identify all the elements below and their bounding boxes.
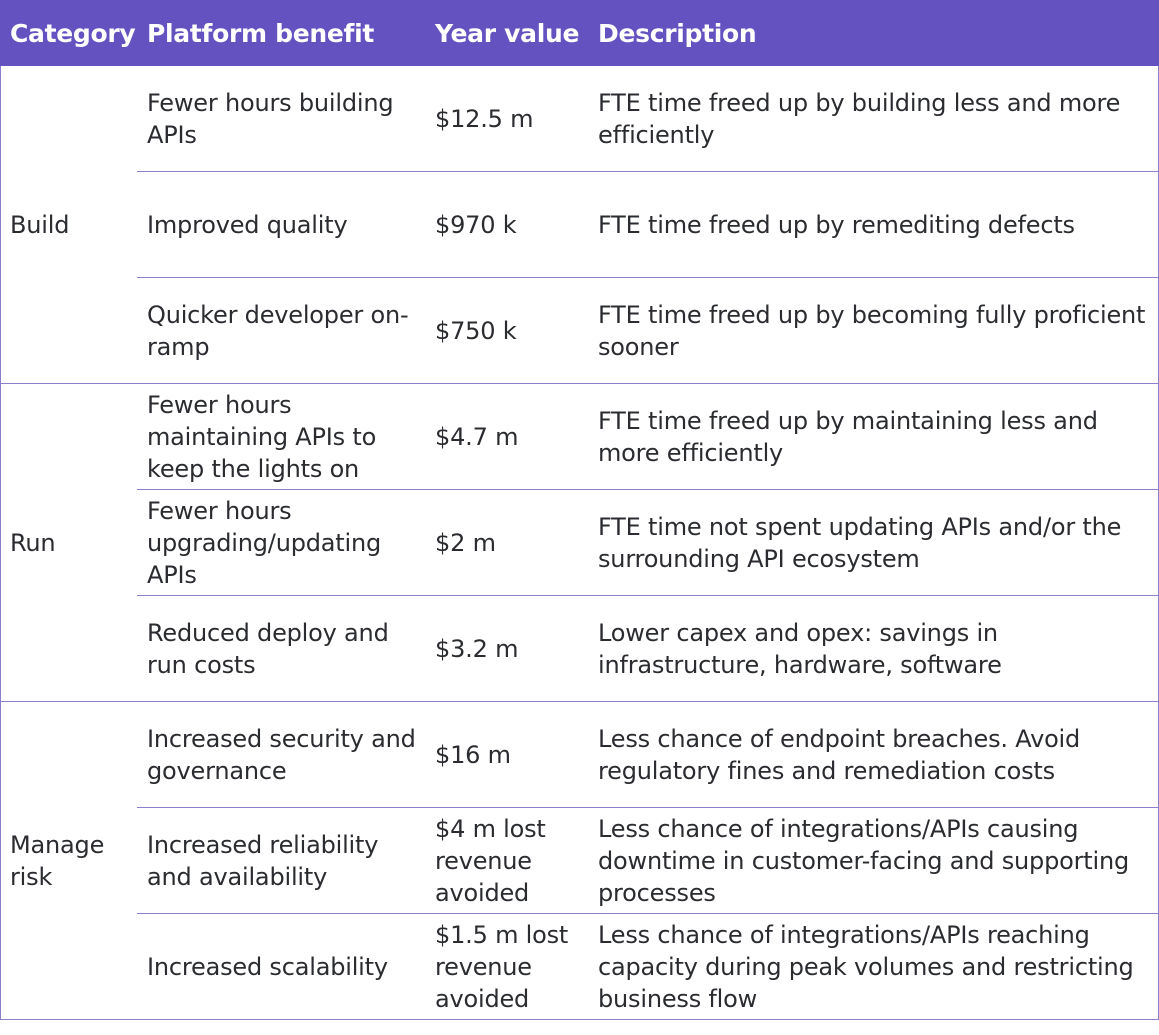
value-cell-text: $750 k: [435, 317, 517, 345]
description-cell-text: Less chance of integrations/APIs causing…: [598, 815, 1129, 907]
description-cell: FTE time freed up by becoming fully prof…: [598, 278, 1153, 384]
value-cell: $2 m: [435, 490, 590, 596]
row-divider: [137, 807, 1159, 808]
value-cell: $750 k: [435, 278, 590, 384]
description-cell: Less chance of integrations/APIs reachin…: [598, 914, 1153, 1020]
table-header: Category Platform benefit Year value Des…: [0, 0, 1159, 66]
category-cell: Build: [10, 66, 136, 384]
left-border: [0, 66, 1, 1020]
benefit-cell: Fewer hours upgrading/updating APIs: [147, 490, 427, 596]
benefit-cell-text: Fewer hours upgrading/updating APIs: [147, 497, 381, 589]
description-cell: FTE time freed up by remediting defects: [598, 172, 1153, 278]
benefit-cell-text: Increased reliability and availability: [147, 831, 379, 891]
description-cell: FTE time not spent updating APIs and/or …: [598, 490, 1153, 596]
benefit-cell: Increased reliability and availability: [147, 808, 427, 914]
benefit-cell-text: Increased security and governance: [147, 725, 416, 785]
value-cell: $4 m lost revenue avoided: [435, 808, 590, 914]
description-cell-text: FTE time not spent updating APIs and/or …: [598, 513, 1122, 573]
row-divider: [137, 277, 1159, 278]
row-divider: [137, 489, 1159, 490]
row-divider: [137, 913, 1159, 914]
group-divider: [0, 383, 1159, 384]
description-cell-text: FTE time freed up by maintaining less an…: [598, 407, 1098, 467]
header-year-value: Year value: [435, 18, 580, 48]
value-cell: $4.7 m: [435, 384, 590, 490]
benefit-cell: Fewer hours maintaining APIs to keep the…: [147, 384, 427, 490]
benefit-cell: Improved quality: [147, 172, 427, 278]
description-cell-text: Less chance of integrations/APIs reachin…: [598, 921, 1134, 1013]
value-cell: $12.5 m: [435, 66, 590, 172]
value-cell-text: $4.7 m: [435, 423, 519, 451]
description-cell-text: FTE time freed up by becoming fully prof…: [598, 301, 1146, 361]
benefit-cell-text: Reduced deploy and run costs: [147, 619, 389, 679]
benefit-cell-text: Quicker developer on-ramp: [147, 301, 409, 361]
benefit-cell-text: Increased scalability: [147, 953, 388, 981]
header-category: Category: [10, 18, 136, 48]
benefit-cell: Quicker developer on-ramp: [147, 278, 427, 384]
category-cell-text: Run: [10, 529, 56, 557]
description-cell-text: Less chance of endpoint breaches. Avoid …: [598, 725, 1081, 785]
value-cell-text: $3.2 m: [435, 635, 519, 663]
row-divider: [137, 171, 1159, 172]
description-cell: Less chance of endpoint breaches. Avoid …: [598, 702, 1153, 808]
benefit-cell-text: Fewer hours maintaining APIs to keep the…: [147, 391, 377, 483]
group-divider: [0, 701, 1159, 702]
benefit-cell: Fewer hours building APIs: [147, 66, 427, 172]
header-platform-benefit: Platform benefit: [147, 18, 375, 48]
value-cell-text: $12.5 m: [435, 105, 534, 133]
description-cell: FTE time freed up by building less and m…: [598, 66, 1153, 172]
group-divider: [0, 1019, 1159, 1020]
value-cell: $16 m: [435, 702, 590, 808]
description-cell-text: Lower capex and opex: savings in infrast…: [598, 619, 1002, 679]
value-cell-text: $16 m: [435, 741, 511, 769]
benefit-cell: Increased security and governance: [147, 702, 427, 808]
value-cell: $1.5 m lost revenue avoided: [435, 914, 590, 1020]
description-cell-text: FTE time freed up by building less and m…: [598, 89, 1121, 149]
description-cell: Less chance of integrations/APIs causing…: [598, 808, 1153, 914]
category-cell: Run: [10, 384, 136, 702]
category-cell-text: Manage risk: [10, 831, 105, 891]
benefit-cell-text: Fewer hours building APIs: [147, 89, 394, 149]
table-body: Build Fewer hours building APIs $12.5 m FTE…: [0, 66, 1159, 1035]
value-cell-text: $4 m lost revenue avoided: [435, 815, 546, 907]
benefit-cell: Increased scalability: [147, 914, 427, 1020]
benefit-cell: Reduced deploy and run costs: [147, 596, 427, 702]
value-cell: $970 k: [435, 172, 590, 278]
row-divider: [137, 595, 1159, 596]
value-cell-text: $970 k: [435, 211, 517, 239]
description-cell: FTE time freed up by maintaining less an…: [598, 384, 1153, 490]
category-cell: Manage risk: [10, 702, 136, 1020]
category-cell-text: Build: [10, 211, 70, 239]
value-cell: $3.2 m: [435, 596, 590, 702]
header-description: Description: [598, 18, 757, 48]
description-cell-text: FTE time freed up by remediting defects: [598, 211, 1075, 239]
value-cell-text: $2 m: [435, 529, 496, 557]
benefit-cell-text: Improved quality: [147, 211, 348, 239]
description-cell: Lower capex and opex: savings in infrast…: [598, 596, 1153, 702]
value-cell-text: $1.5 m lost revenue avoided: [435, 921, 569, 1013]
